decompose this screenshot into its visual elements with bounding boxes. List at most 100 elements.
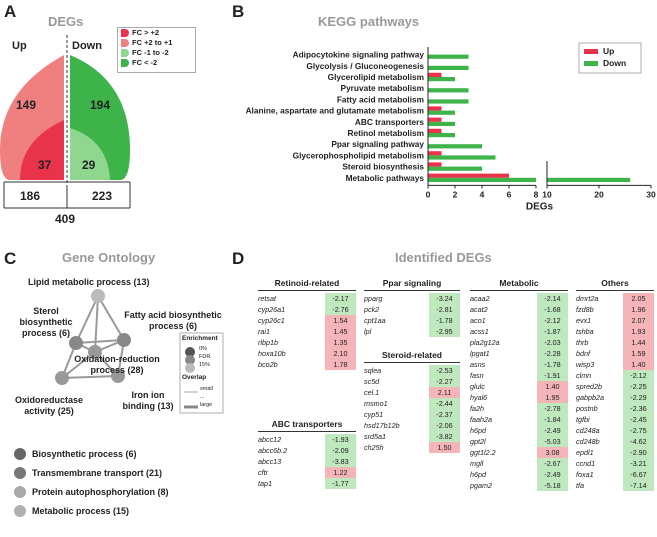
legend-swatch xyxy=(121,29,129,37)
legend-swatch xyxy=(121,49,129,57)
fold-change: 1.22 xyxy=(325,467,356,478)
deg-row: tap1 -1.77 xyxy=(258,478,356,489)
gene-name: thrb xyxy=(576,338,589,347)
go-node-label-sterol: Sterol biosynthetic process (6) xyxy=(19,306,73,338)
gene-name: faah2a xyxy=(470,415,492,424)
bar-up xyxy=(428,162,442,167)
fold-change: -4.62 xyxy=(623,436,654,447)
fold-change: 3.08 xyxy=(537,447,568,458)
fold-change: -2.67 xyxy=(537,458,568,469)
deg-row: hsd17b12b -2.06 xyxy=(364,420,460,431)
fold-change: -2.29 xyxy=(623,392,654,403)
gene-name: cftr xyxy=(258,468,268,477)
gene-name: h6pd xyxy=(470,426,486,435)
fc-legend-item: FC < -2 xyxy=(118,58,195,68)
fold-change: 1.40 xyxy=(623,359,654,370)
fc-legend: FC > +2 FC +2 to +1 FC -1 to -2 FC < -2 xyxy=(117,27,196,73)
gene-name: h6pd xyxy=(470,470,486,479)
gene-name: cyp26c1 xyxy=(258,316,285,325)
node-iron xyxy=(111,369,125,383)
deg-row: spred2b -2.25 xyxy=(576,381,654,392)
deg-row: epdl1 -2.90 xyxy=(576,447,654,458)
bar-up xyxy=(428,117,442,122)
gene-name: asns xyxy=(470,360,486,369)
fold-change: -2.27 xyxy=(429,376,460,387)
gene-name: msmo1 xyxy=(364,399,388,408)
deg-row: cd248a -2.75 xyxy=(576,425,654,436)
fc-legend-item: FC -1 to -2 xyxy=(118,48,195,58)
fold-change: -1.78 xyxy=(429,315,460,326)
down-total: 223 xyxy=(92,189,113,203)
gene-name: acat2 xyxy=(470,305,488,314)
category-label: Ppar signaling pathway xyxy=(331,139,424,149)
x-tick-label: 2 xyxy=(453,189,458,199)
deg-row: glulc 1.40 xyxy=(470,381,568,392)
gene-name: wisp3 xyxy=(576,360,595,369)
fc-legend-item: FC +2 to +1 xyxy=(118,38,195,48)
category-label: Retinol metabolism xyxy=(347,128,424,138)
down-inner-count: 29 xyxy=(82,158,96,172)
panel-letter-c: C xyxy=(4,249,17,268)
node-sterol xyxy=(69,336,83,350)
deg-row: sc5d -2.27 xyxy=(364,376,460,387)
deg-row: srd5a1 -3.82 xyxy=(364,431,460,442)
fold-change: -2.28 xyxy=(537,348,568,359)
deg-half-circles xyxy=(0,35,131,209)
x-tick-label: 10 xyxy=(542,189,552,199)
enrichment-dot-mid xyxy=(185,355,195,365)
deg-row: ggt1l2.2 3.08 xyxy=(470,447,568,458)
legend-swatch xyxy=(121,39,129,47)
deg-row: msmo1 -2.44 xyxy=(364,398,460,409)
deg-group-title: Metabolic xyxy=(470,278,568,291)
deg-row: lpgat1 -2.28 xyxy=(470,348,568,359)
fold-change: -2.90 xyxy=(623,447,654,458)
fold-change: -3.21 xyxy=(623,458,654,469)
deg-row: evx1 2.07 xyxy=(576,315,654,326)
deg-row: cyp26a1 -2.76 xyxy=(258,304,356,315)
gene-name: tfa xyxy=(576,481,584,490)
go-node-label-lipid: Lipid metabolic process (13) xyxy=(28,277,150,287)
fold-change: 2.07 xyxy=(623,315,654,326)
deg-row: pla2g12a -2.03 xyxy=(470,337,568,348)
fold-change: -2.95 xyxy=(429,326,460,337)
x-tick-label: 8 xyxy=(534,189,539,199)
deg-row: pparg -3.24 xyxy=(364,293,460,304)
gene-name: abcc12 xyxy=(258,435,282,444)
category-label: ABC transporters xyxy=(355,117,425,127)
deg-row: tgfbi -2.45 xyxy=(576,414,654,425)
category-label: Adipocytokine signaling pathway xyxy=(293,50,425,60)
category-label: Glycerolipid metabolism xyxy=(328,72,424,82)
deg-group: Others dmrt2a 2.05 fzd8b 1.96 evx1 2.07 tshba 1.… xyxy=(576,278,654,491)
gene-name: hoxa10b xyxy=(258,349,286,358)
fold-change: -3.24 xyxy=(429,293,460,304)
bar-down xyxy=(428,155,496,160)
go-list-label: Biosynthetic process (6) xyxy=(32,449,137,459)
gene-name: rai1 xyxy=(258,327,270,336)
enrichment-fdr: FDR xyxy=(199,354,211,360)
legend-swatch-down xyxy=(584,61,598,66)
fold-change: 1.95 xyxy=(537,392,568,403)
fold-change: -2.45 xyxy=(623,414,654,425)
fold-change: 1.35 xyxy=(325,337,356,348)
bar-down-continued xyxy=(547,177,631,182)
deg-group: ABC transporters abcc12 -1.93 abcc6b.2 -2.09… xyxy=(258,419,356,489)
deg-row: gabpb2a -2.29 xyxy=(576,392,654,403)
bar-down xyxy=(428,133,455,138)
gene-name: hyal6 xyxy=(470,393,488,402)
panel-c-title: Gene Ontology xyxy=(62,250,156,265)
fold-change: -1.68 xyxy=(537,304,568,315)
fold-change: -3.82 xyxy=(429,431,460,442)
go-network xyxy=(55,289,224,414)
fold-change: -2.12 xyxy=(623,370,654,381)
gene-name: cd248b xyxy=(576,437,600,446)
deg-row: asns -1.78 xyxy=(470,359,568,370)
fc-legend-item: FC > +2 xyxy=(118,28,195,38)
fold-change: -5.03 xyxy=(537,436,568,447)
gene-name: hsd17b12b xyxy=(364,421,400,430)
gene-name: cyp26a1 xyxy=(258,305,286,314)
gene-name: cd248a xyxy=(576,426,600,435)
gene-name: postnb xyxy=(576,404,598,413)
bar-up xyxy=(428,128,442,133)
deg-group: Retinoid-related retsat -2.17 cyp26a1 -2.76 c… xyxy=(258,278,356,370)
gene-name: glulc xyxy=(470,382,485,391)
